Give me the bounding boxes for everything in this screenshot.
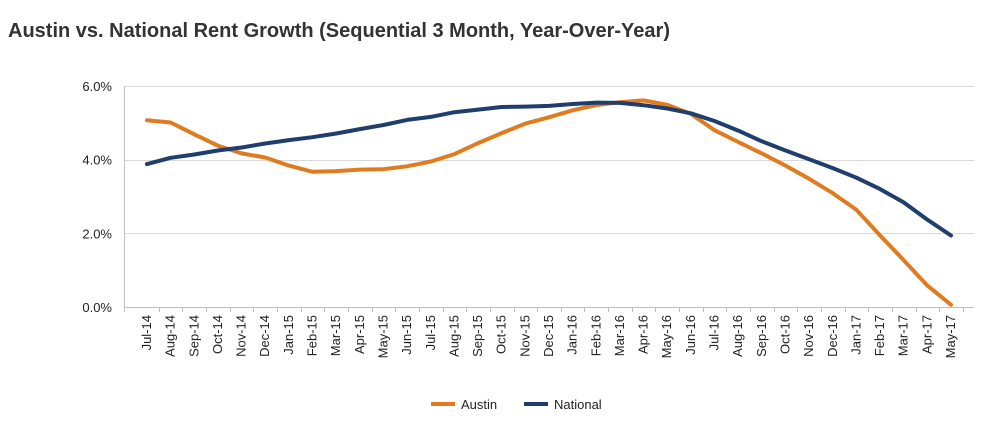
x-tick-label: Aug-15 (446, 315, 461, 357)
x-tick-label: Jul-15 (423, 315, 438, 350)
x-axis-tick-labels: Jul-14 Aug-14 Sep-14 Oct-14 Nov-14 Dec-14 Jan-… (139, 315, 958, 358)
legend: Austin National (431, 397, 602, 412)
x-tick-label: Jan-16 (565, 315, 580, 355)
chart-title: Austin vs. National Rent Growth (Sequent… (8, 20, 670, 42)
x-tick-label: Apr-17 (919, 315, 934, 354)
x-tick-label: Feb-16 (588, 315, 603, 356)
x-tick-label: Sep-14 (186, 315, 201, 357)
x-tick-label: Sep-15 (470, 315, 485, 357)
x-tick-label: Dec-16 (825, 315, 840, 357)
x-tick-label: May-17 (943, 315, 958, 358)
x-tick-label: Apr-16 (636, 315, 651, 354)
x-tick-label: Jun-15 (399, 315, 414, 355)
x-tick-label: Aug-14 (163, 315, 178, 357)
x-tick-label: Jan-17 (848, 315, 863, 355)
y-tick-label: 6.0% (82, 79, 112, 94)
x-tick-label: May-15 (375, 315, 390, 358)
x-tick-label: Aug-16 (730, 315, 745, 357)
y-tick-label: 4.0% (82, 153, 112, 168)
legend-label-national: National (554, 397, 602, 412)
x-tick-label: Oct-14 (210, 315, 225, 354)
x-tick-label: Jul-14 (139, 315, 154, 350)
x-tick-label: Jun-16 (683, 315, 698, 355)
x-tick-label: Nov-14 (234, 315, 249, 357)
x-tick-label: Dec-15 (541, 315, 556, 357)
series-lines (145, 98, 953, 307)
y-axis-tick-labels: 0.0% 2.0% 4.0% 6.0% (82, 79, 112, 315)
x-tick-label: Jul-16 (707, 315, 722, 350)
x-tick-label: Nov-15 (517, 315, 532, 357)
x-tick-label: Feb-15 (305, 315, 320, 356)
x-tick-label: Sep-16 (754, 315, 769, 357)
x-tick-label: Mar-16 (612, 315, 627, 356)
x-tick-label: Jan-15 (281, 315, 296, 355)
x-tick-label: Feb-17 (872, 315, 887, 356)
x-tick-label: Oct-16 (777, 315, 792, 354)
legend-label-austin: Austin (461, 397, 497, 412)
x-tick-label: Mar-17 (896, 315, 911, 356)
series-line-austin (145, 98, 953, 307)
x-tick-label: May-16 (659, 315, 674, 358)
y-tick-label: 2.0% (82, 226, 112, 241)
x-tick-label: Dec-14 (257, 315, 272, 357)
gridlines (124, 86, 974, 234)
x-tick-label: Mar-15 (328, 315, 343, 356)
axes (124, 86, 974, 312)
x-tick-label: Nov-16 (801, 315, 816, 357)
x-tick-label: Apr-15 (352, 315, 367, 354)
y-tick-label: 0.0% (82, 300, 112, 315)
series-line-national (145, 100, 953, 238)
x-tick-label: Oct-15 (494, 315, 509, 354)
